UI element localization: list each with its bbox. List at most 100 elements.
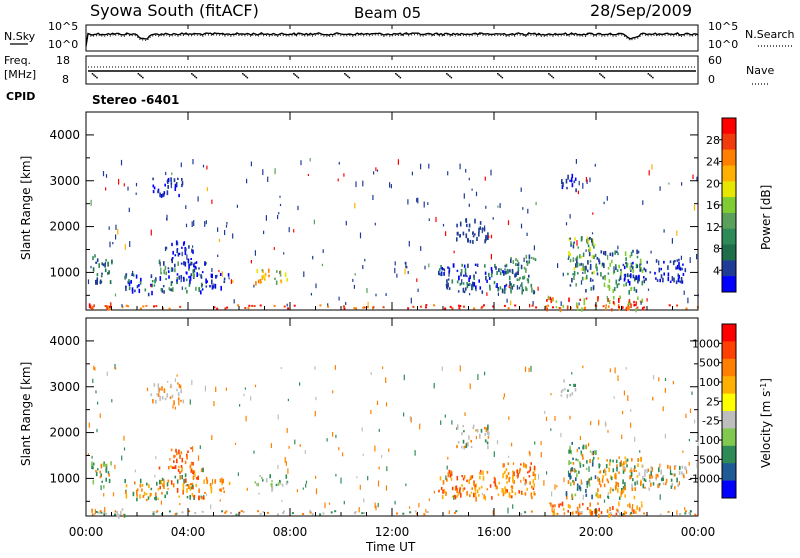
data-cell <box>522 276 524 280</box>
data-cell <box>670 485 673 489</box>
data-cell <box>170 183 172 189</box>
data-cell <box>569 473 571 478</box>
data-cell <box>659 278 661 283</box>
data-cell <box>230 279 232 284</box>
data-cell <box>617 304 620 307</box>
data-cell <box>582 464 585 467</box>
data-cell <box>310 292 312 296</box>
data-cell <box>189 263 192 266</box>
data-cell <box>674 486 676 490</box>
data-cell <box>626 273 629 278</box>
data-cell <box>516 469 518 474</box>
data-cell <box>599 470 602 474</box>
data-cell <box>428 163 430 169</box>
data-cell <box>562 389 564 392</box>
data-cell <box>452 263 455 268</box>
data-cell <box>253 305 256 308</box>
data-cell <box>633 495 636 500</box>
data-cell <box>466 283 469 289</box>
data-cell <box>474 484 477 488</box>
colorbar-tick-label: 1000 <box>692 337 720 350</box>
data-cell <box>503 393 505 398</box>
data-cell <box>613 396 615 399</box>
frequency-dip-point <box>399 76 402 79</box>
data-cell <box>463 305 465 308</box>
data-cell <box>204 221 206 227</box>
data-cell <box>250 161 252 167</box>
data-cell <box>466 491 468 496</box>
data-cell <box>462 439 465 444</box>
data-cell <box>152 399 154 404</box>
data-cell <box>319 304 322 307</box>
data-cell <box>181 184 183 188</box>
data-cell <box>688 438 690 442</box>
data-cell <box>95 511 98 513</box>
data-cell <box>681 465 684 469</box>
data-cell <box>185 205 187 209</box>
data-cell <box>467 283 470 287</box>
colorbar-swatch <box>722 480 736 499</box>
data-cell <box>161 477 164 481</box>
data-cell <box>445 231 447 236</box>
data-cell <box>210 488 213 494</box>
data-cell <box>95 469 97 473</box>
data-cell <box>93 304 95 308</box>
data-cell <box>155 305 158 307</box>
data-cell <box>179 475 181 480</box>
data-cell <box>418 503 420 508</box>
data-cell <box>352 278 354 282</box>
beam-label: Beam 05 <box>354 4 421 22</box>
data-cell <box>596 272 599 276</box>
data-cell <box>626 464 628 468</box>
data-cell <box>607 495 609 498</box>
data-cell <box>677 277 680 283</box>
data-cell <box>262 169 264 176</box>
data-cell <box>250 260 252 264</box>
frequency-dip-point <box>447 74 450 76</box>
data-cell <box>181 286 183 290</box>
data-cell <box>291 512 294 515</box>
data-cell <box>396 273 398 278</box>
data-cell <box>544 410 546 414</box>
data-cell <box>636 255 639 259</box>
data-cell <box>99 510 102 513</box>
data-cell <box>569 475 571 480</box>
data-cell <box>176 458 178 464</box>
data-cell <box>406 266 408 269</box>
data-cell <box>419 423 421 430</box>
data-cell <box>571 467 573 472</box>
data-cell <box>583 266 586 271</box>
data-cell <box>385 402 388 407</box>
data-cell <box>219 499 221 502</box>
data-cell <box>156 510 159 513</box>
data-cell <box>150 493 152 496</box>
data-cell <box>486 279 488 283</box>
data-cell <box>253 284 255 288</box>
data-cell <box>101 262 103 266</box>
data-cell <box>668 182 670 185</box>
data-cell <box>685 413 687 418</box>
data-cell <box>281 483 284 487</box>
data-cell <box>121 455 123 461</box>
data-cell <box>211 268 213 273</box>
data-cell <box>662 477 664 482</box>
data-cell <box>102 462 105 467</box>
data-cell <box>448 510 450 514</box>
data-cell <box>626 458 629 462</box>
data-cell <box>622 410 624 415</box>
frequency-dip-point <box>192 74 195 76</box>
data-cell <box>481 493 483 496</box>
data-cell <box>641 269 644 273</box>
colorbar-swatch <box>722 228 736 245</box>
data-cell <box>546 299 548 302</box>
data-cell <box>475 429 477 432</box>
data-cell <box>220 285 222 291</box>
data-cell <box>458 307 461 310</box>
data-cell <box>576 305 579 308</box>
data-cell <box>375 505 377 511</box>
data-cell <box>184 287 187 290</box>
data-cell <box>139 494 141 499</box>
data-cell <box>171 242 173 247</box>
data-cell <box>516 474 519 477</box>
data-cell <box>472 281 474 287</box>
